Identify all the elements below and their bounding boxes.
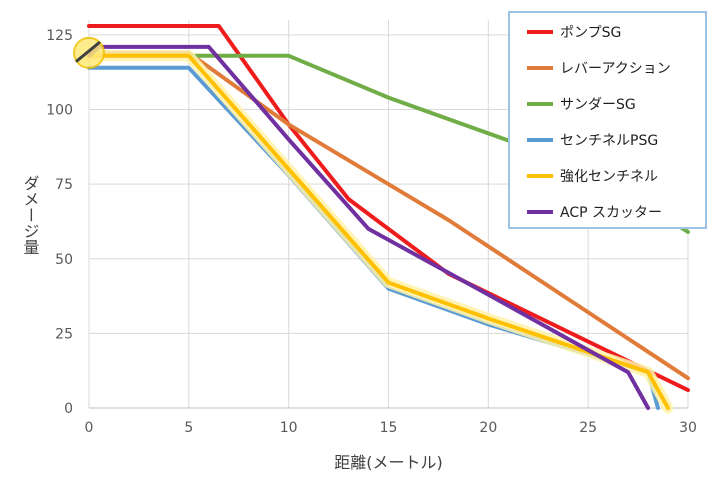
x-tick-label: 20 bbox=[479, 420, 497, 436]
legend-entry-label: サンダーSG bbox=[560, 97, 636, 113]
x-tick-label: 0 bbox=[85, 420, 94, 436]
x-axis-title: 距離(メートル) bbox=[334, 453, 443, 472]
series-line bbox=[87, 53, 670, 410]
y-tick-label: 100 bbox=[46, 103, 73, 119]
legend-box bbox=[508, 11, 707, 229]
pointer-stroke bbox=[75, 41, 101, 63]
legend-entry-label: ACP スカッター bbox=[560, 205, 662, 221]
y-axis-ticks: 0 25 50 75 100 125 bbox=[46, 28, 73, 417]
y-tick-label: 0 bbox=[64, 401, 73, 417]
y-tick-label: 50 bbox=[55, 252, 73, 268]
series-line bbox=[87, 44, 651, 410]
y-tick-label: 75 bbox=[55, 177, 73, 193]
x-axis-ticks: 0 5 10 15 20 25 30 bbox=[85, 420, 697, 436]
x-tick-label: 15 bbox=[380, 420, 398, 436]
y-tick-label: 125 bbox=[46, 28, 73, 44]
x-tick-label: 30 bbox=[679, 420, 697, 436]
legend-entry-label: レバーアクション bbox=[560, 61, 671, 77]
legend-entry-label: 強化センチネル bbox=[560, 169, 658, 185]
highlight-marker bbox=[73, 36, 105, 69]
legend-entry-label: センチネルPSG bbox=[560, 133, 658, 149]
y-axis-title: ダメージ量 bbox=[21, 175, 40, 255]
legend-entry-label: ポンプSG bbox=[560, 25, 621, 41]
x-tick-label: 10 bbox=[280, 420, 298, 436]
x-tick-label: 5 bbox=[184, 420, 193, 436]
series-lines bbox=[83, 24, 690, 414]
y-tick-label: 25 bbox=[55, 326, 73, 342]
x-tick-label: 25 bbox=[579, 420, 597, 436]
